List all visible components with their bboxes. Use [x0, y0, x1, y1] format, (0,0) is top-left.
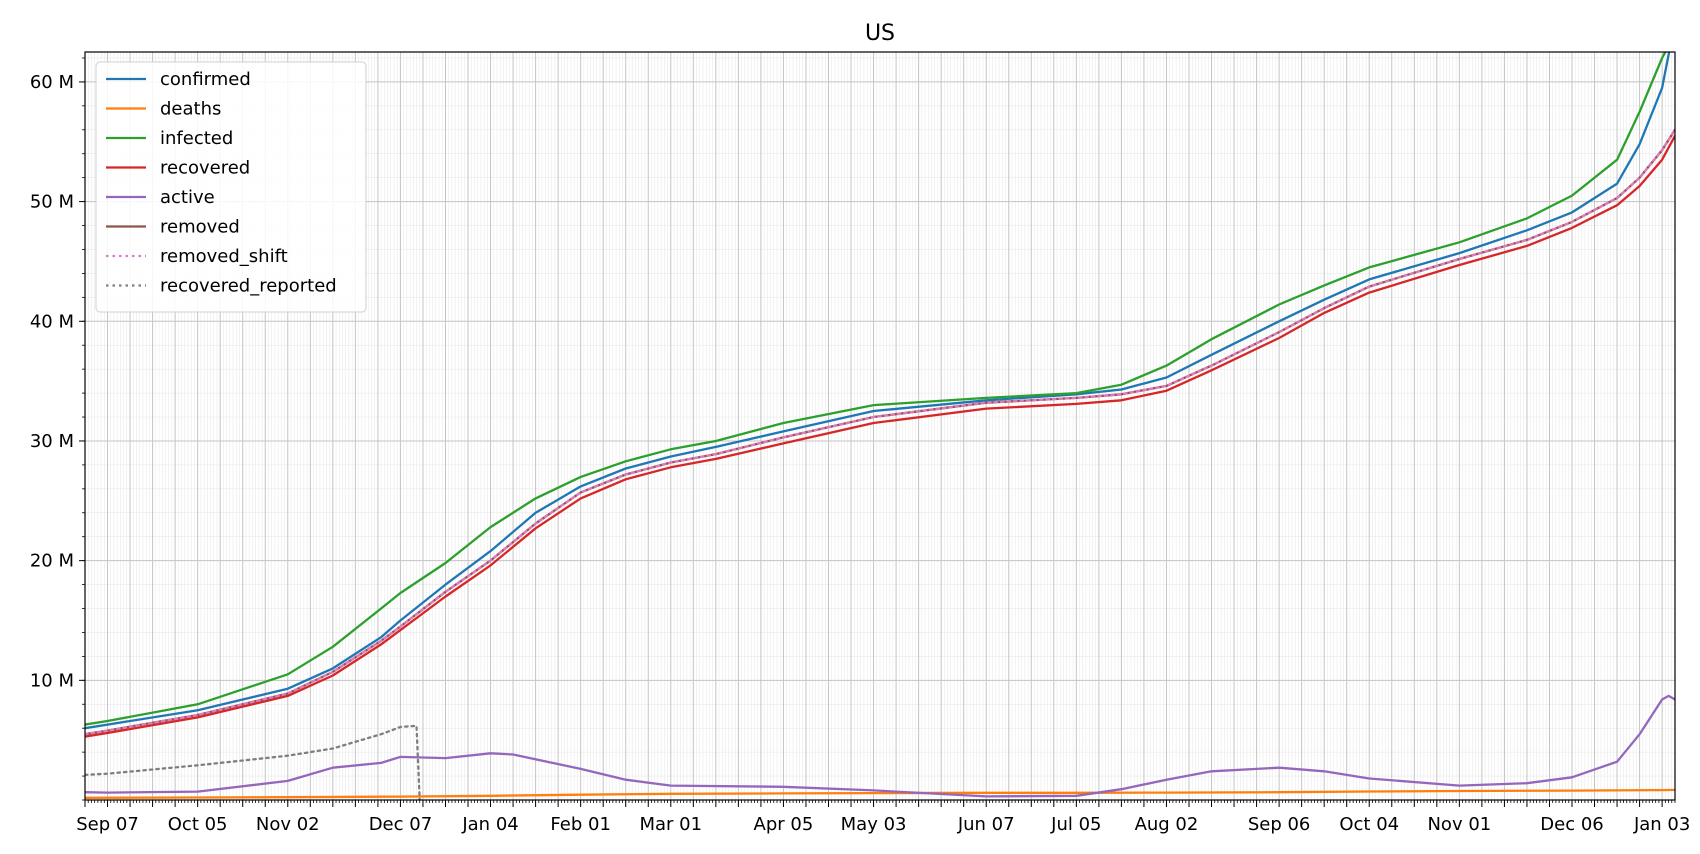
x-tick-label: Nov 01	[1427, 814, 1491, 835]
legend-label: removed	[160, 217, 240, 238]
series-line-recovered	[85, 134, 1675, 738]
legend-label: confirmed	[160, 69, 251, 90]
x-tick-label: Oct 04	[1339, 814, 1399, 835]
x-tick-label: Sep 06	[1248, 814, 1311, 835]
x-tick-label: Oct 05	[168, 814, 228, 835]
series-line-active	[85, 694, 1675, 798]
series-line-recovered-reported	[85, 724, 421, 800]
legend-box	[95, 61, 367, 313]
y-tick-label: 20 M	[30, 551, 74, 572]
x-tick-label: Nov 02	[256, 814, 320, 835]
x-tick-label: Jun 07	[957, 814, 1015, 835]
plot-frame	[84, 51, 1676, 801]
x-tick-label: Dec 07	[369, 814, 432, 835]
series-line-removed-shift	[85, 128, 1675, 736]
x-tick-label: Jan 04	[461, 814, 518, 835]
x-tick-label: Sep 07	[76, 814, 139, 835]
x-tick-label: Mar 01	[639, 814, 702, 835]
x-tick-label: Jan 03	[1633, 814, 1690, 835]
y-tick-label: 30 M	[30, 431, 74, 452]
x-tick-label: Dec 06	[1540, 814, 1603, 835]
x-tick-label: Aug 02	[1135, 814, 1199, 835]
x-tick-label: Jul 05	[1050, 814, 1101, 835]
legend-label: recovered	[160, 158, 250, 179]
legend-label: infected	[160, 128, 233, 149]
plot-lines	[85, 52, 1675, 800]
y-tick-label: 40 M	[30, 311, 74, 332]
y-tick-label: 10 M	[30, 670, 74, 691]
y-axis: 10 M 20 M 30 M 40 M 50 M 60 M	[30, 57, 85, 801]
legend-label: active	[160, 187, 215, 208]
x-tick-label: May 03	[841, 814, 907, 835]
y-tick-label: 60 M	[30, 72, 74, 93]
legend-label: removed_shift	[160, 246, 288, 267]
x-tick-label: Feb 01	[550, 814, 611, 835]
legend-label: deaths	[160, 99, 221, 120]
series-line-infected	[85, 52, 1667, 726]
legend-label: recovered_reported	[160, 276, 337, 297]
series-line-confirmed	[85, 52, 1671, 730]
y-tick-label: 50 M	[30, 192, 74, 213]
x-axis: Sep 07 Oct 05 Nov 02 Dec 07 Jan 04 Feb 01 Mar …	[76, 800, 1690, 835]
chart-title: US	[865, 21, 895, 46]
x-tick-label: Apr 05	[754, 814, 814, 835]
legend: confirmed deaths infected recovered active re…	[95, 61, 367, 313]
